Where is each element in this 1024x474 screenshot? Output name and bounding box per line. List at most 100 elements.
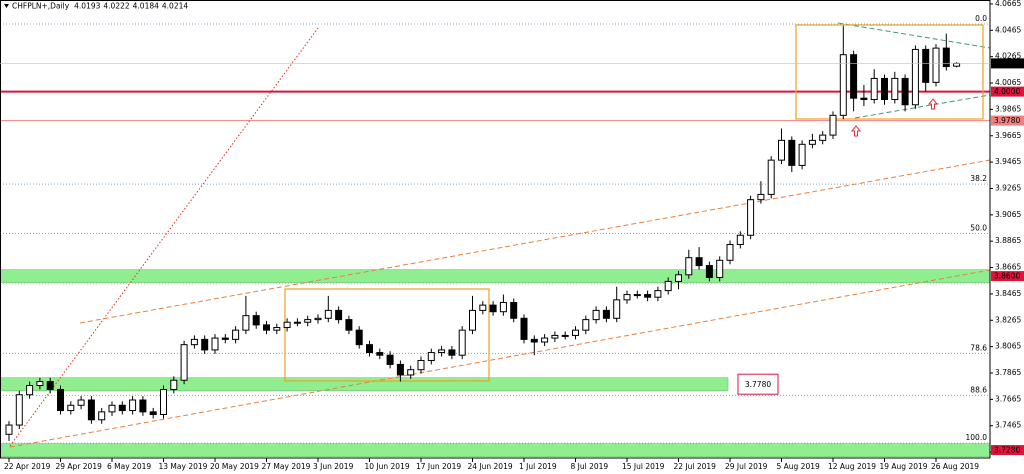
x-tick-label: 12 Aug 2019 — [828, 462, 876, 471]
candle-body — [860, 97, 868, 101]
y-tick-label: 4.0465 — [995, 25, 1021, 34]
candle-body — [582, 319, 590, 331]
y-tick-label: 3.8865 — [995, 236, 1021, 245]
candle-body — [67, 404, 75, 412]
candle-body — [396, 363, 404, 376]
y-tick-label: 3.9465 — [995, 157, 1021, 166]
x-tick-label: 6 May 2019 — [107, 462, 151, 471]
y-tick-label: 4.0665 — [995, 0, 1021, 8]
price-label: 3.9780 — [994, 116, 1020, 125]
fib-label: 78.6 — [970, 343, 987, 352]
trend-line — [9, 27, 319, 447]
y-tick-label: 3.7865 — [995, 368, 1021, 377]
fib-label: 0.0 — [975, 14, 987, 23]
y-tick-label: 3.8465 — [995, 289, 1021, 298]
x-tick-label: 29 Jul 2019 — [725, 462, 768, 471]
candle-body — [77, 399, 85, 406]
candle-body — [118, 404, 126, 412]
price-label-box — [991, 86, 1024, 97]
x-tick-label: 19 Aug 2019 — [880, 462, 928, 471]
candle-body — [520, 317, 528, 340]
candle-body — [778, 139, 785, 161]
candle-body — [417, 359, 425, 371]
candle-body — [953, 62, 961, 67]
x-tick-label: 29 Apr 2019 — [56, 462, 103, 471]
candle-body — [263, 324, 270, 331]
candle-body — [757, 193, 765, 201]
candle-body — [911, 48, 919, 106]
candle-body — [87, 399, 95, 421]
candle-body — [15, 394, 23, 426]
fib-label: 88.6 — [970, 385, 987, 394]
candle-body — [675, 274, 682, 282]
candle-body — [438, 349, 446, 354]
candle-body — [221, 337, 229, 340]
candle-body — [139, 399, 147, 413]
candle-body — [736, 234, 744, 245]
price-label-box — [991, 445, 1024, 456]
candle-body — [108, 404, 116, 413]
y-tick-label: 3.8065 — [995, 342, 1021, 351]
price-label: 4.0000 — [994, 87, 1020, 96]
header-price: 4.0184 — [133, 2, 159, 11]
candle-body — [664, 280, 672, 292]
candle-body — [510, 301, 518, 319]
y-tick-label: 3.9665 — [995, 131, 1021, 140]
channel-line — [79, 159, 991, 324]
candle-body — [36, 381, 44, 387]
candle-body — [932, 47, 940, 83]
price-label-box — [991, 115, 1024, 126]
candle-body — [922, 48, 930, 83]
candle-body — [685, 257, 693, 276]
y-tick-label: 3.8665 — [995, 263, 1021, 272]
candle-body — [242, 315, 250, 331]
candle-body — [881, 77, 888, 101]
candle-body — [273, 327, 281, 331]
x-tick-label: 5 Aug 2019 — [777, 462, 820, 471]
candle-body — [788, 139, 796, 166]
candle-body — [716, 259, 724, 278]
header-price: 4.0214 — [162, 2, 188, 11]
candle-body — [623, 294, 631, 301]
symbol-title: CHFPLN+,Daily — [12, 2, 70, 11]
y-tick-label: 3.7465 — [995, 421, 1021, 430]
candle-body — [499, 301, 507, 313]
candle-body — [726, 243, 734, 261]
header: CHFPLN+,Daily 4.0193 4.0222 4.0184 4.0214 — [4, 2, 188, 11]
candle-body — [901, 77, 909, 106]
menu-icon — [4, 4, 9, 8]
y-tick-label: 4.0065 — [995, 78, 1021, 87]
candle-body — [355, 329, 363, 346]
y-tick-label: 3.9065 — [995, 210, 1021, 219]
x-tick-label: 27 May 2019 — [262, 462, 311, 471]
header-price: 4.0193 — [74, 2, 100, 11]
candle-body — [808, 139, 816, 145]
fib-label: 38.2 — [970, 174, 987, 183]
candle-body — [644, 294, 652, 298]
support-zone — [0, 377, 729, 391]
range-box — [284, 288, 490, 382]
channel-line — [9, 269, 991, 448]
fib-label: 50.0 — [970, 224, 987, 233]
candle-body — [335, 309, 343, 321]
candle-body — [850, 54, 858, 99]
x-tick-label: 13 May 2019 — [159, 462, 208, 471]
candle-body — [654, 290, 662, 298]
fib-label: 100.0 — [966, 433, 988, 442]
up-arrow — [850, 125, 862, 137]
candle-body — [613, 299, 621, 319]
x-tick-label: 8 Jul 2019 — [571, 462, 609, 471]
candle-body — [170, 379, 178, 390]
candle-body — [458, 329, 466, 356]
candle-body — [602, 309, 610, 319]
candle-body — [190, 338, 198, 346]
candle-body — [530, 338, 538, 343]
drawings — [9, 22, 991, 448]
candle-body — [489, 304, 497, 313]
zone-label: 3.7780 — [745, 380, 771, 389]
candle-body — [129, 399, 137, 412]
candle-body — [98, 411, 106, 421]
